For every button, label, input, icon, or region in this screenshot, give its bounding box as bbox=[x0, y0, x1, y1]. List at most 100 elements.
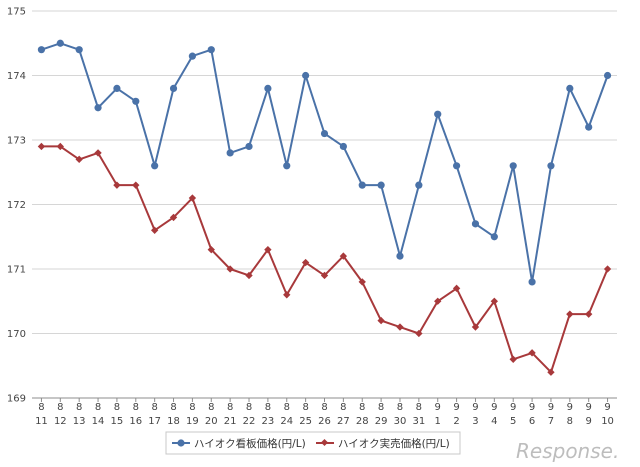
series-1-point bbox=[396, 252, 404, 260]
series-2-point bbox=[490, 297, 499, 305]
series-1-point bbox=[509, 162, 517, 170]
x-tick-label-day: 13 bbox=[73, 416, 86, 427]
series-2-point bbox=[396, 323, 404, 331]
series-group bbox=[37, 39, 612, 376]
legend-marker-series-1 bbox=[177, 439, 185, 447]
chart-legend: ハイオク看板価格(円/L) ハイオク実売価格(円/L) bbox=[165, 431, 461, 455]
series-2-point bbox=[56, 142, 64, 151]
series-1-point bbox=[151, 162, 159, 170]
x-tick-label-day: 17 bbox=[148, 416, 161, 427]
x-tick-label-month: 8 bbox=[397, 402, 403, 413]
x-tick-label-month: 8 bbox=[170, 402, 176, 413]
series-1-point bbox=[226, 149, 234, 157]
x-tick-label-day: 7 bbox=[548, 416, 554, 427]
series-1-point bbox=[37, 46, 46, 54]
x-tick-label-day: 8 bbox=[567, 416, 573, 427]
series-2-point bbox=[566, 310, 574, 318]
series-1-point bbox=[283, 162, 291, 170]
x-tick-label-day: 25 bbox=[299, 416, 312, 427]
series-2-point bbox=[226, 265, 234, 273]
chart-gridlines bbox=[32, 10, 617, 399]
series-1-point bbox=[377, 181, 385, 189]
x-tick-label-month: 8 bbox=[265, 402, 271, 413]
x-tick-label-day: 12 bbox=[54, 416, 67, 427]
x-axis bbox=[40, 398, 609, 402]
series-1-point bbox=[566, 84, 574, 92]
series-1-point bbox=[490, 233, 498, 241]
series-2-point bbox=[245, 271, 253, 280]
series-1-point bbox=[56, 39, 64, 47]
x-tick-label-month: 9 bbox=[604, 402, 610, 413]
series-1-point bbox=[264, 84, 272, 92]
x-tick-label-day: 24 bbox=[280, 416, 293, 427]
y-tick-label: 172 bbox=[7, 200, 26, 211]
series-2-point bbox=[283, 291, 291, 299]
series-1-point bbox=[245, 142, 253, 151]
x-tick-label-day: 16 bbox=[129, 416, 142, 427]
series-2-point bbox=[75, 155, 83, 164]
series-2-point bbox=[94, 149, 102, 157]
y-axis-tick-labels: 169 170 171 172 173 174 175 bbox=[7, 7, 26, 405]
x-tick-label-month: 9 bbox=[586, 402, 592, 413]
x-tick-label-day: 28 bbox=[356, 416, 369, 427]
x-tick-label-month: 8 bbox=[246, 402, 252, 413]
series-2-point bbox=[320, 271, 329, 280]
series-1-point bbox=[528, 278, 536, 286]
y-tick-label: 171 bbox=[7, 265, 26, 276]
x-axis-tick-labels: 8118128138148158168178188198208218228238… bbox=[35, 402, 614, 427]
series-2-point bbox=[358, 278, 366, 286]
response-logo: Response. bbox=[516, 439, 619, 463]
x-tick-label-month: 8 bbox=[76, 402, 82, 413]
x-tick-label-month: 9 bbox=[453, 402, 459, 413]
x-tick-label-day: 29 bbox=[375, 416, 388, 427]
x-tick-label-month: 9 bbox=[548, 402, 554, 413]
series-1-point bbox=[452, 162, 461, 170]
series-2-point bbox=[301, 258, 310, 267]
x-tick-label-month: 9 bbox=[435, 402, 441, 413]
x-tick-label-day: 30 bbox=[394, 416, 407, 427]
series-1-point bbox=[415, 181, 423, 189]
series-1-point bbox=[585, 123, 593, 131]
series-1-point bbox=[547, 162, 555, 170]
x-tick-label-month: 8 bbox=[208, 402, 214, 413]
x-tick-label-month: 8 bbox=[38, 402, 44, 413]
series-2-point bbox=[339, 252, 348, 260]
series-2 bbox=[37, 142, 612, 376]
series-1-point bbox=[188, 52, 197, 60]
x-tick-label-day: 15 bbox=[111, 416, 124, 427]
y-tick-label: 170 bbox=[7, 329, 26, 340]
series-1-point bbox=[302, 71, 310, 80]
series-2-point bbox=[509, 355, 517, 363]
x-tick-label-month: 8 bbox=[284, 402, 290, 413]
series-1-line bbox=[41, 42, 609, 283]
series-2-point bbox=[471, 323, 480, 331]
x-tick-label-day: 31 bbox=[412, 416, 425, 427]
x-tick-label-month: 8 bbox=[227, 402, 233, 413]
x-tick-label-month: 8 bbox=[321, 402, 327, 413]
series-1-point bbox=[358, 181, 366, 189]
x-tick-label-day: 9 bbox=[586, 416, 592, 427]
x-tick-label-month: 8 bbox=[151, 402, 157, 413]
series-2-point bbox=[585, 310, 593, 318]
x-tick-label-month: 9 bbox=[529, 402, 535, 413]
x-tick-label-month: 8 bbox=[95, 402, 101, 413]
series-1-point bbox=[207, 46, 215, 54]
x-tick-label-month: 9 bbox=[491, 402, 497, 413]
series-2-line bbox=[41, 145, 609, 374]
series-2-point bbox=[132, 181, 140, 189]
series-2-point bbox=[452, 284, 461, 293]
x-tick-label-day: 26 bbox=[318, 416, 331, 427]
x-tick-label-month: 8 bbox=[57, 402, 63, 413]
series-1-point bbox=[94, 104, 102, 112]
x-tick-label-day: 5 bbox=[510, 416, 516, 427]
y-tick-label: 169 bbox=[7, 394, 26, 405]
x-tick-label-month: 8 bbox=[340, 402, 346, 413]
x-tick-label-month: 8 bbox=[114, 402, 120, 413]
x-tick-label-day: 18 bbox=[167, 416, 180, 427]
x-tick-label-day: 19 bbox=[186, 416, 199, 427]
x-tick-label-day: 14 bbox=[92, 416, 105, 427]
x-tick-label-month: 8 bbox=[416, 402, 422, 413]
x-tick-label-day: 1 bbox=[435, 416, 441, 427]
series-1 bbox=[37, 39, 612, 286]
